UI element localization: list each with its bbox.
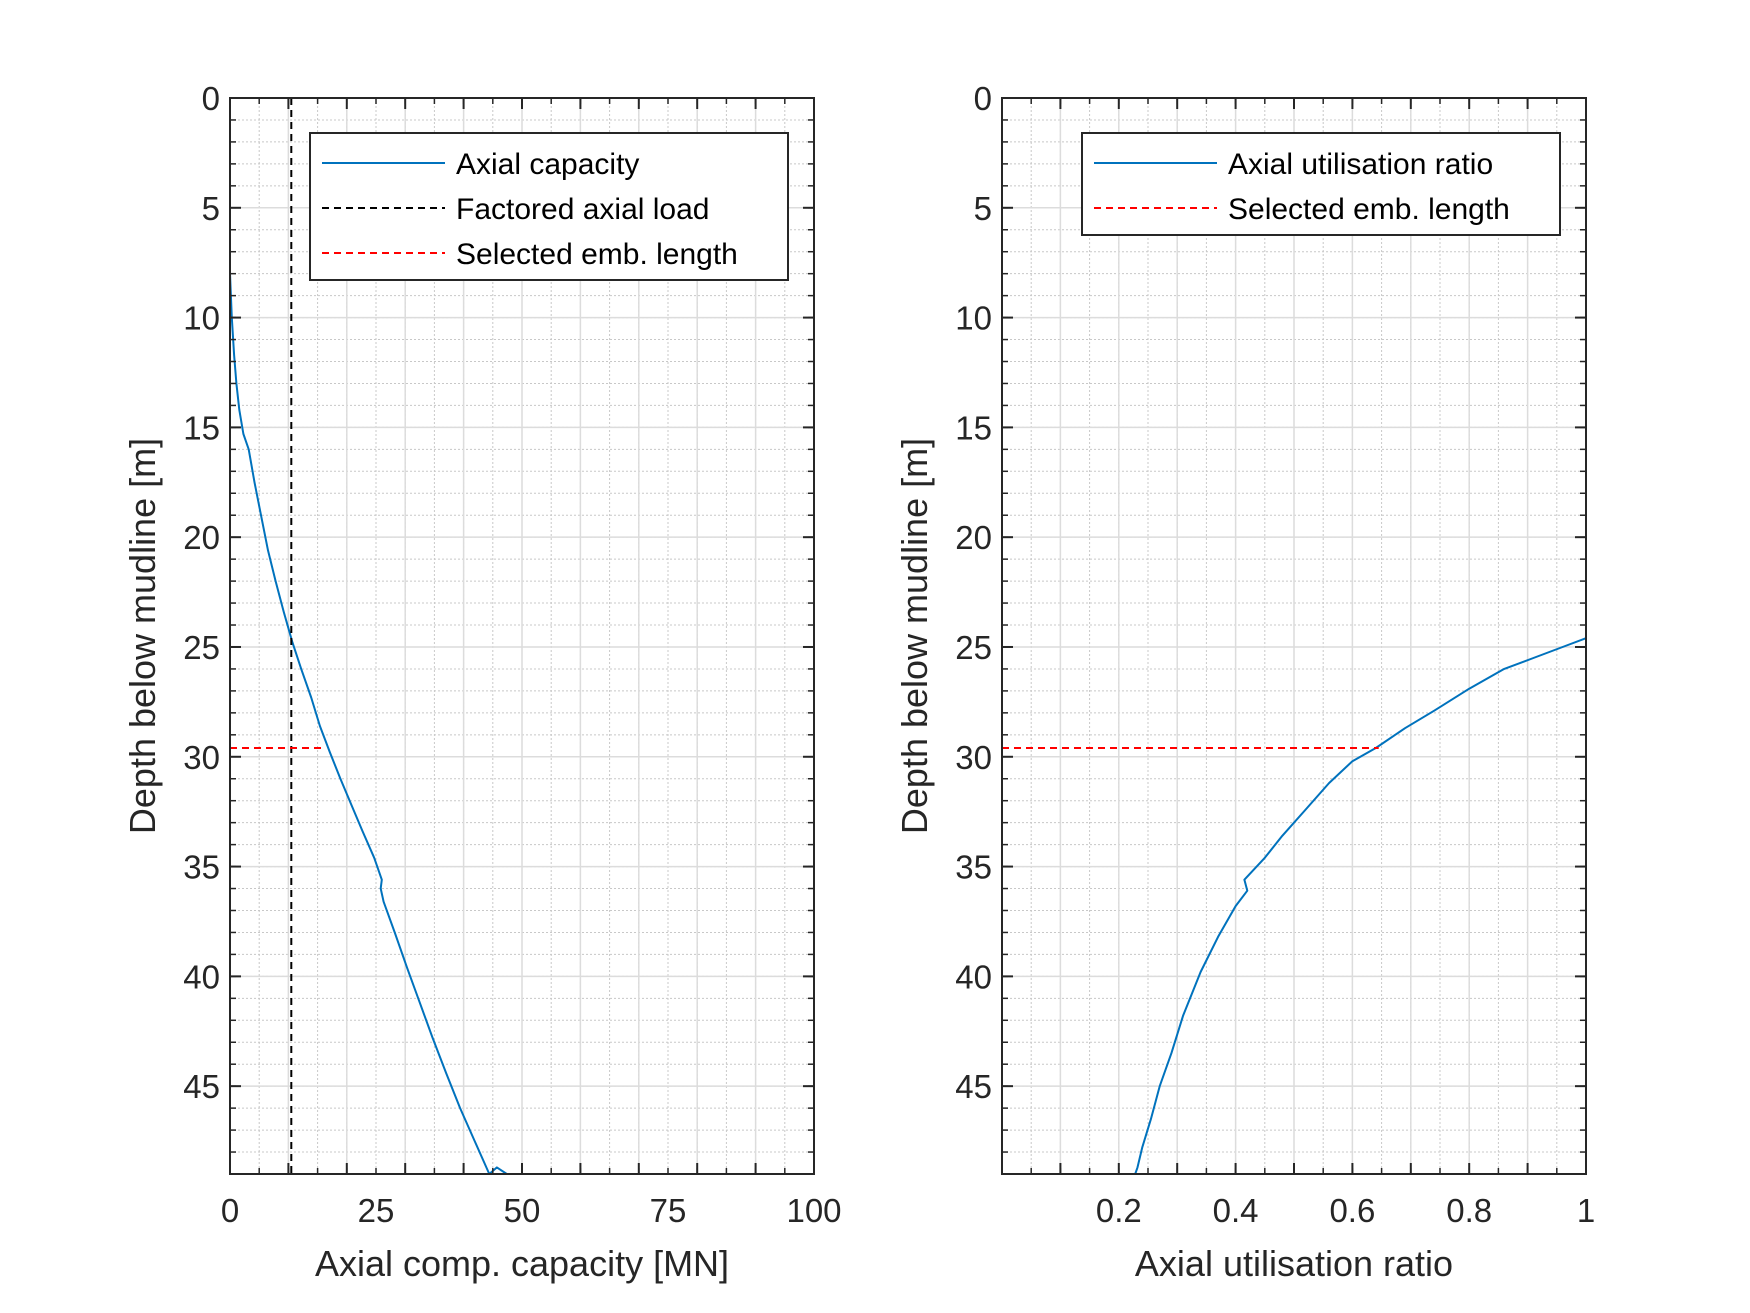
legend-label-axial-capacity: Axial capacity xyxy=(456,148,639,181)
right-axes: 0.2 0.4 0.6 0.8 1 0 5 10 15 20 25 30 35 40 45 Axial u… xyxy=(894,80,1595,1284)
left-series-axial-capacity xyxy=(229,273,508,1175)
right-x-tick-label: 0.8 xyxy=(1446,1192,1492,1229)
left-legend-box xyxy=(309,132,789,281)
legend-label-selected-emb-length: Selected emb. length xyxy=(456,238,738,271)
right-legend: Axial utilisation ratio Selected emb. le… xyxy=(1081,132,1561,236)
right-y-tick-label: 15 xyxy=(955,409,992,446)
right-y-tick-label: 20 xyxy=(955,519,992,556)
left-y-tick-label: 15 xyxy=(183,409,220,446)
left-ticks xyxy=(229,97,815,1175)
left-series-layer xyxy=(229,98,508,1175)
left-x-tick-labels: 0 25 50 75 100 xyxy=(221,1192,842,1229)
left-y-tick-label: 35 xyxy=(183,849,220,886)
right-y-tick-label: 5 xyxy=(974,190,992,227)
right-legend-box xyxy=(1081,132,1561,236)
left-axes: 0 25 50 75 100 0 5 10 15 20 25 30 35 40 45 Axial comp… xyxy=(122,80,842,1284)
left-y-tick-label: 30 xyxy=(183,739,220,776)
left-x-tick-label: 25 xyxy=(358,1192,395,1229)
right-y-tick-label: 25 xyxy=(955,629,992,666)
right-y-tick-label: 0 xyxy=(974,80,992,117)
right-series-layer xyxy=(1002,637,1587,1175)
legend-label-factored-axial-load: Factored axial load xyxy=(456,193,709,226)
left-y-tick-label: 0 xyxy=(202,80,220,117)
left-y-tick-label: 10 xyxy=(183,300,220,337)
left-legend: Axial capacity Factored axial load Selec… xyxy=(309,132,789,281)
right-y-tick-label: 10 xyxy=(955,300,992,337)
left-x-tick-label: 100 xyxy=(786,1192,841,1229)
left-y-tick-label: 20 xyxy=(183,519,220,556)
left-x-tick-label: 50 xyxy=(504,1192,541,1229)
left-y-tick-label: 45 xyxy=(183,1068,220,1105)
left-y-tick-label: 25 xyxy=(183,629,220,666)
left-x-tick-label: 75 xyxy=(650,1192,687,1229)
left-y-axis-title: Depth below mudline [m] xyxy=(122,438,163,834)
right-x-tick-label: 0.4 xyxy=(1213,1192,1259,1229)
left-x-axis-title: Axial comp. capacity [MN] xyxy=(315,1243,729,1284)
right-y-tick-label: 45 xyxy=(955,1068,992,1105)
legend-label-axial-utilisation-ratio: Axial utilisation ratio xyxy=(1228,148,1493,181)
left-y-tick-label: 40 xyxy=(183,958,220,995)
right-y-tick-label: 40 xyxy=(955,958,992,995)
right-y-tick-label: 35 xyxy=(955,849,992,886)
right-ticks xyxy=(1001,97,1587,1175)
legend-label-selected-emb-length: Selected emb. length xyxy=(1228,193,1510,226)
right-y-tick-labels: 0 5 10 15 20 25 30 35 40 45 xyxy=(955,80,992,1105)
right-y-axis-title: Depth below mudline [m] xyxy=(894,438,935,834)
left-x-tick-label: 0 xyxy=(221,1192,239,1229)
left-y-tick-labels: 0 5 10 15 20 25 30 35 40 45 xyxy=(183,80,220,1105)
right-x-tick-label: 0.2 xyxy=(1096,1192,1142,1229)
right-x-tick-label: 0.6 xyxy=(1329,1192,1375,1229)
right-x-tick-label: 1 xyxy=(1577,1192,1595,1229)
right-x-axis-title: Axial utilisation ratio xyxy=(1135,1243,1453,1284)
right-series-axial-utilisation-ratio xyxy=(1134,637,1587,1175)
right-x-tick-labels: 0.2 0.4 0.6 0.8 1 xyxy=(1096,1192,1595,1229)
right-y-tick-label: 30 xyxy=(955,739,992,776)
left-y-tick-label: 5 xyxy=(202,190,220,227)
